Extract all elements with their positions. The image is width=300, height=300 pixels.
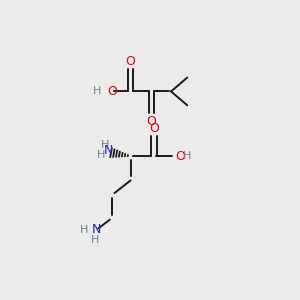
Text: O: O bbox=[126, 55, 136, 68]
Text: H: H bbox=[96, 150, 105, 160]
Text: O: O bbox=[107, 85, 117, 98]
Text: O: O bbox=[176, 150, 186, 163]
Text: O: O bbox=[146, 115, 156, 128]
Text: N: N bbox=[92, 223, 101, 236]
Text: H: H bbox=[101, 140, 110, 150]
Text: N: N bbox=[103, 144, 113, 157]
Text: H: H bbox=[93, 86, 101, 96]
Text: H: H bbox=[92, 236, 100, 245]
Text: H: H bbox=[183, 151, 191, 161]
Text: H: H bbox=[80, 225, 88, 235]
Text: O: O bbox=[149, 122, 159, 135]
